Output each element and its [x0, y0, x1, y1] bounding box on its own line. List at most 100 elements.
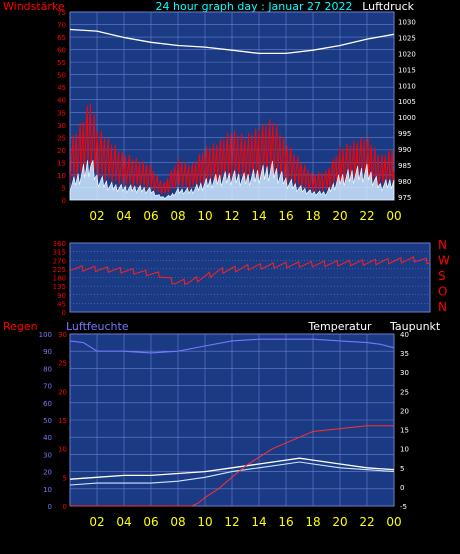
- humidity-tick-label: 0: [48, 503, 52, 511]
- time-tick-label: 06: [143, 209, 158, 223]
- time-tick-label: 04: [116, 209, 131, 223]
- time-tick-label: 04: [116, 515, 131, 529]
- time-tick-label: 02: [89, 209, 104, 223]
- rain-tick-label: 25: [58, 360, 67, 368]
- right-tick-label: 1010: [398, 82, 416, 90]
- panel-rain-humidity-temperature: Regen Luftfeuchte Temperatur Taupunkt 0 1…: [3, 320, 441, 529]
- time-tick-label: 18: [305, 515, 320, 529]
- left-axis-label-humidity: Luftfeuchte: [66, 320, 129, 333]
- left-tick-label: 45: [57, 84, 66, 92]
- humidity-tick-label: 50: [43, 417, 52, 425]
- humidity-tick-label: 80: [43, 365, 52, 373]
- direction-tick-label: 270: [53, 257, 66, 265]
- right-axis-label-temperature: Temperatur: [307, 320, 372, 333]
- right-axis-label-pressure: Luftdruck: [362, 0, 414, 13]
- temperature-tick-label: 5: [400, 465, 404, 473]
- left-tick-label: 10: [57, 172, 66, 180]
- right-tick-label: 1020: [398, 50, 416, 58]
- direction-tick-label: 90: [57, 292, 66, 300]
- time-tick-label: 02: [89, 515, 104, 529]
- left-tick-label: 25: [57, 134, 66, 142]
- humidity-tick-label: 70: [43, 383, 52, 391]
- right-tick-label: 975: [398, 194, 411, 202]
- temperature-tick-label: 10: [400, 446, 409, 454]
- right-tick-label: 1030: [398, 19, 416, 27]
- time-tick-label: 10: [197, 209, 212, 223]
- right-tick-label: 990: [398, 146, 411, 154]
- direction-tick-label: 225: [53, 266, 66, 274]
- humidity-series: [69, 338, 395, 354]
- right-tick-label: 995: [398, 130, 411, 138]
- direction-tick-label: 135: [53, 283, 66, 291]
- humidity-tick-label: 10: [43, 486, 52, 494]
- right-tick-label: 1000: [398, 114, 416, 122]
- time-tick-label: 08: [170, 209, 185, 223]
- left-tick-label: 20: [57, 147, 66, 155]
- rain-tick-label: 30: [58, 331, 67, 339]
- time-tick-label: 08: [170, 515, 185, 529]
- left-tick-label: 0: [62, 197, 66, 205]
- left-tick-label: 70: [57, 22, 66, 30]
- time-tick-label: 00: [386, 209, 401, 223]
- temperature-tick-label: 0: [400, 484, 404, 492]
- left-tick-label: 50: [57, 72, 66, 80]
- time-tick-label: 20: [332, 209, 347, 223]
- right-tick-label: 980: [398, 178, 411, 186]
- time-tick-label: 12: [224, 209, 239, 223]
- direction-series: [69, 256, 431, 286]
- humidity-tick-label: 100: [39, 331, 52, 339]
- direction-tick-label: 360: [53, 240, 66, 248]
- right-tick-label: 1015: [398, 66, 416, 74]
- rain-tick-label: 10: [58, 446, 67, 454]
- direction-tick-label: 180: [53, 275, 66, 283]
- left-tick-label: 65: [57, 34, 66, 42]
- compass-label: N: [438, 300, 447, 314]
- humidity-tick-label: 90: [43, 348, 52, 356]
- pressure-series: [69, 28, 395, 55]
- left-tick-label: 40: [57, 97, 66, 105]
- right-tick-label: 1025: [398, 34, 416, 42]
- direction-tick-label: 315: [53, 249, 66, 257]
- right-tick-label: 1005: [398, 98, 416, 106]
- direction-tick-label: 0: [62, 309, 66, 317]
- dewpoint-series: [69, 461, 395, 486]
- left-axis-label-rain: Regen: [3, 320, 38, 333]
- left-axis-label-wind: Windstärke: [3, 0, 65, 13]
- right-axis-label-dewpoint: Taupunkt: [389, 320, 441, 333]
- rain-tick-label: 20: [58, 388, 67, 396]
- time-tick-label: 12: [224, 515, 239, 529]
- rain-tick-label: 0: [63, 503, 67, 511]
- humidity-tick-label: 30: [43, 451, 52, 459]
- direction-tick-label: 45: [57, 300, 66, 308]
- rain-tick-label: 5: [63, 474, 67, 482]
- left-tick-label: 30: [57, 122, 66, 130]
- left-tick-label: 75: [57, 9, 66, 17]
- time-tick-label: 10: [197, 515, 212, 529]
- wind-avg-series: [69, 103, 395, 195]
- time-tick-label: 16: [278, 515, 293, 529]
- temperature-tick-label: 20: [400, 407, 409, 415]
- compass-label: N: [438, 238, 447, 252]
- time-tick-label: 14: [251, 515, 266, 529]
- temperature-tick-label: 25: [400, 388, 409, 396]
- page-title: 24 hour graph day : Januar 27 2022: [156, 0, 353, 13]
- time-tick-label: 22: [359, 209, 374, 223]
- compass-label: O: [438, 285, 447, 299]
- time-tick-label: 22: [359, 515, 374, 529]
- left-tick-label: 5: [62, 184, 66, 192]
- left-tick-label: 60: [57, 47, 66, 55]
- time-tick-label: 00: [386, 515, 401, 529]
- humidity-tick-label: 40: [43, 434, 52, 442]
- temperature-tick-label: 40: [400, 331, 409, 339]
- right-tick-label: 985: [398, 162, 411, 170]
- left-tick-label: 55: [57, 59, 66, 67]
- humidity-tick-label: 60: [43, 400, 52, 408]
- time-tick-label: 16: [278, 209, 293, 223]
- wind-gust-series: [69, 160, 395, 201]
- temperature-tick-label: 35: [400, 350, 409, 358]
- temperature-tick-label: 15: [400, 427, 409, 435]
- temperature-tick-label: 30: [400, 369, 409, 377]
- compass-label: S: [438, 269, 446, 283]
- time-tick-label: 06: [143, 515, 158, 529]
